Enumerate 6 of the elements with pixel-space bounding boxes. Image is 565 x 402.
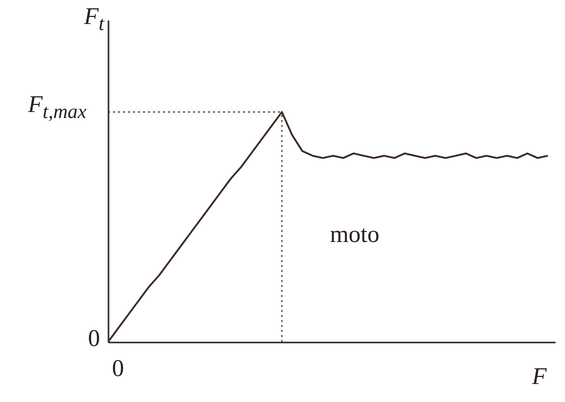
x-axis-title: F xyxy=(532,364,547,391)
ref-line-label: F$_{t,max}$ xyxy=(28,92,87,124)
y-axis-title: F$_{t}$ xyxy=(84,4,104,36)
annotation: moto xyxy=(330,222,380,249)
text: 0 xyxy=(112,356,124,383)
text: 0 xyxy=(88,326,100,353)
